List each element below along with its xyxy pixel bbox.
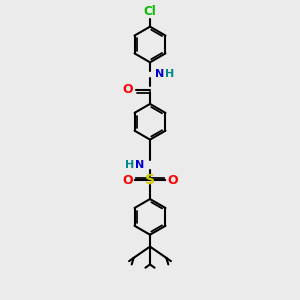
Text: H: H [125,160,134,170]
Text: O: O [167,173,178,187]
Text: Cl: Cl [144,5,156,18]
Text: N: N [155,69,165,79]
Text: H: H [166,69,175,79]
Text: S: S [145,173,155,187]
Text: N: N [135,160,145,170]
Text: O: O [122,173,133,187]
Text: O: O [123,83,134,96]
